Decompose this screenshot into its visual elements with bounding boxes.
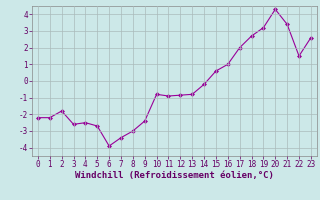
X-axis label: Windchill (Refroidissement éolien,°C): Windchill (Refroidissement éolien,°C) — [75, 171, 274, 180]
